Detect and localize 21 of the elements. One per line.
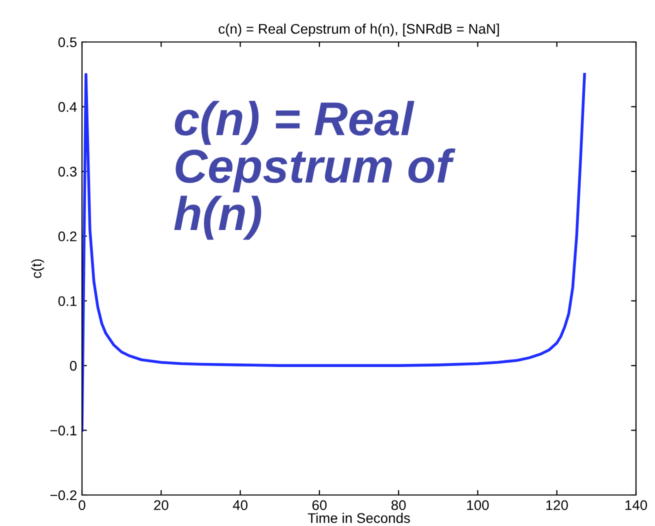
y-tick-label: −0.1 — [50, 426, 76, 436]
x-tick-label: 20 — [154, 500, 168, 510]
x-tick-label: 120 — [546, 500, 568, 510]
y-tick-label: 0.1 — [58, 296, 76, 306]
y-tick-label: 0.5 — [58, 37, 77, 48]
x-tick-label: 140 — [625, 500, 648, 510]
x-tick-label: 0 — [78, 500, 86, 510]
x-tick-label: 100 — [467, 500, 489, 510]
y-tick-label: 0.3 — [58, 166, 77, 177]
y-tick-label: 0.2 — [58, 231, 76, 242]
chart-title: c(n) = Real Cepstrum of h(n), [SNRdB = NaN] — [218, 24, 499, 37]
x-tick-label: 60 — [312, 500, 327, 510]
y-tick-label: −0.2 — [50, 490, 76, 500]
y-axis-title: c(t) — [31, 259, 44, 278]
y-tick-label: 0.4 — [58, 102, 77, 112]
x-tick-label: 80 — [391, 500, 406, 510]
x-tick-label: 40 — [232, 500, 248, 510]
line-series — [82, 72, 586, 432]
annotation: c(n) = Real Cepstrum of h(n) — [174, 100, 456, 240]
x-axis-title: Time in Seconds — [308, 512, 410, 524]
y-tick-label: 0 — [70, 360, 77, 371]
